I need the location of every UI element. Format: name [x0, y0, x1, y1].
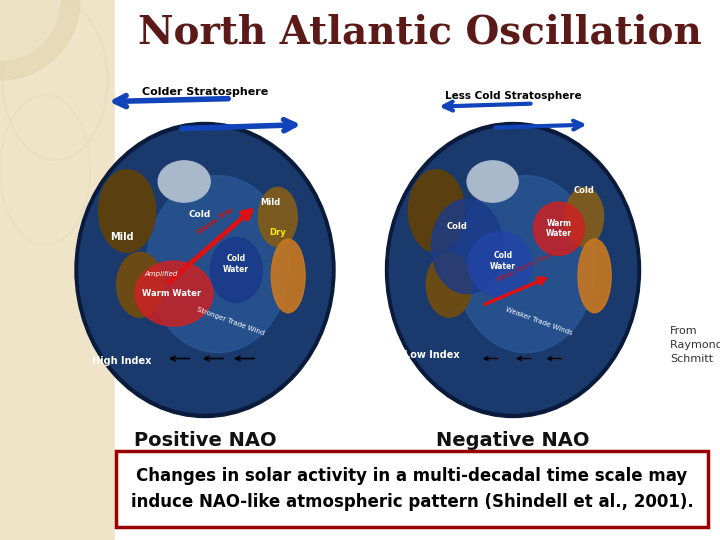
Ellipse shape — [135, 261, 213, 326]
Text: Stronger Trade Wind: Stronger Trade Wind — [197, 306, 266, 336]
Ellipse shape — [271, 239, 305, 313]
Text: Cold: Cold — [446, 222, 467, 231]
Text: Amplified: Amplified — [144, 271, 178, 277]
Bar — [115, 0, 720, 540]
Text: Positive NAO: Positive NAO — [134, 430, 276, 449]
Text: High Index: High Index — [92, 356, 151, 367]
Ellipse shape — [158, 161, 210, 202]
Ellipse shape — [385, 123, 641, 417]
Ellipse shape — [578, 239, 611, 313]
Text: Mild: Mild — [110, 233, 134, 242]
Text: Cold: Cold — [574, 186, 595, 195]
Text: Weaker Trade Winds: Weaker Trade Winds — [504, 306, 573, 336]
Ellipse shape — [534, 202, 585, 255]
Text: Warm
Water: Warm Water — [546, 219, 572, 238]
FancyBboxPatch shape — [116, 451, 708, 527]
Text: Negative NAO: Negative NAO — [436, 430, 590, 449]
Text: From
Raymond W.
Schmitt: From Raymond W. Schmitt — [670, 326, 720, 364]
Ellipse shape — [431, 199, 503, 294]
Ellipse shape — [99, 170, 156, 252]
Ellipse shape — [146, 176, 289, 353]
Ellipse shape — [390, 127, 636, 413]
Text: Storm Trac: Storm Trac — [196, 206, 235, 235]
Text: Less Cold Stratosphere: Less Cold Stratosphere — [445, 91, 581, 100]
Ellipse shape — [456, 176, 596, 353]
Ellipse shape — [426, 252, 472, 317]
Text: Cold
Water: Cold Water — [490, 252, 516, 271]
Text: Changes in solar activity in a multi-decadal time scale may
induce NAO-like atmo: Changes in solar activity in a multi-dec… — [130, 467, 693, 511]
Ellipse shape — [79, 127, 331, 413]
Text: Low Index: Low Index — [404, 350, 459, 361]
Bar — [0, 0, 115, 540]
Ellipse shape — [117, 252, 163, 317]
Ellipse shape — [565, 187, 603, 246]
Ellipse shape — [258, 187, 297, 246]
Ellipse shape — [467, 161, 518, 202]
Text: Mild: Mild — [260, 198, 280, 207]
Text: Colder Stratosphere: Colder Stratosphere — [142, 86, 268, 97]
Ellipse shape — [210, 238, 262, 302]
Text: Cold
Water: Cold Water — [223, 254, 249, 274]
Ellipse shape — [469, 232, 532, 296]
Text: Warm Water: Warm Water — [142, 289, 201, 298]
Wedge shape — [0, 0, 80, 80]
Ellipse shape — [408, 170, 464, 252]
Text: Weak Storm Track: Weak Storm Track — [496, 251, 556, 283]
Text: North Atlantic Oscillation: North Atlantic Oscillation — [138, 13, 702, 51]
Ellipse shape — [75, 123, 335, 417]
Text: Dry: Dry — [269, 227, 286, 237]
Wedge shape — [0, 0, 60, 60]
Text: Cold: Cold — [189, 210, 211, 219]
